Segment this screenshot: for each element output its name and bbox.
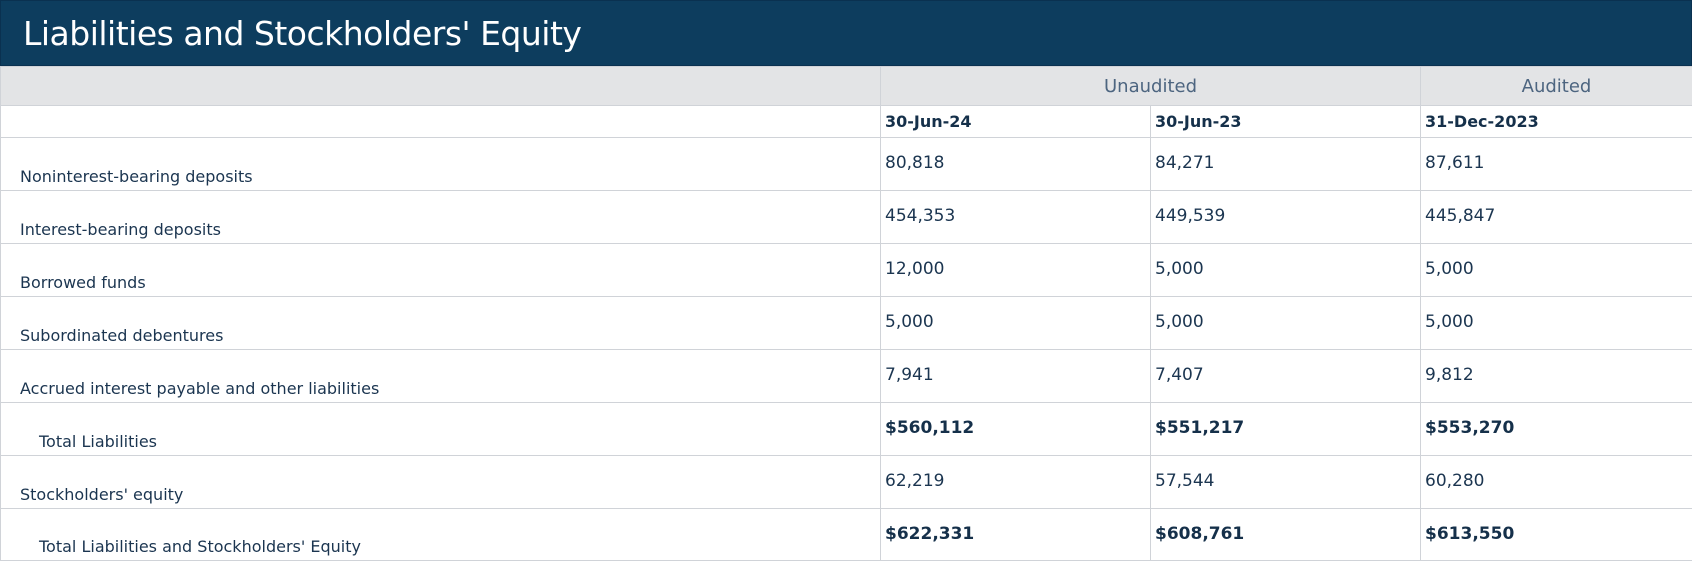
row-label: Total Liabilities — [0, 402, 881, 456]
cell-value: 5,000 — [880, 296, 1151, 350]
total-row: Total Liabilities and Stockholders' Equi… — [0, 508, 1692, 561]
table-row: Noninterest-bearing deposits 80,818 84,2… — [0, 137, 1692, 191]
cell-value: 12,000 — [880, 243, 1151, 297]
date-header-blank — [0, 105, 881, 138]
row-label: Interest-bearing deposits — [0, 190, 881, 244]
row-label: Stockholders' equity — [0, 455, 881, 509]
cell-value: 57,544 — [1149, 455, 1422, 509]
total-row: Total Liabilities $560,112 $551,217 $553… — [0, 402, 1692, 456]
cell-value: 7,941 — [880, 349, 1151, 403]
column-group-header: Unaudited Audited — [0, 66, 1692, 106]
liabilities-table: Unaudited Audited 30-Jun-24 30-Jun-23 31… — [0, 66, 1692, 561]
cell-value: $560,112 — [880, 402, 1151, 456]
cell-value: 449,539 — [1149, 190, 1422, 244]
cell-value: 445,847 — [1420, 190, 1692, 244]
row-label: Accrued interest payable and other liabi… — [0, 349, 881, 403]
cell-value: $553,270 — [1420, 402, 1692, 456]
cell-value: 84,271 — [1149, 137, 1422, 191]
title-bar: Liabilities and Stockholders' Equity — [0, 0, 1692, 66]
date-header-row: 30-Jun-24 30-Jun-23 31-Dec-2023 — [0, 105, 1692, 138]
cell-value: 62,219 — [880, 455, 1151, 509]
table-row: Subordinated debentures 5,000 5,000 5,00… — [0, 296, 1692, 350]
cell-value: 454,353 — [880, 190, 1151, 244]
cell-value: 5,000 — [1420, 243, 1692, 297]
row-label: Total Liabilities and Stockholders' Equi… — [0, 508, 881, 561]
cell-value: 5,000 — [1149, 296, 1422, 350]
audited-header: Audited — [1420, 66, 1692, 106]
date-header: 30-Jun-23 — [1149, 105, 1422, 138]
cell-value: 5,000 — [1420, 296, 1692, 350]
table-row: Borrowed funds 12,000 5,000 5,000 — [0, 243, 1692, 297]
cell-value: 80,818 — [880, 137, 1151, 191]
cell-value: $613,550 — [1420, 508, 1692, 561]
unaudited-header: Unaudited — [879, 66, 1422, 106]
cell-value: $622,331 — [880, 508, 1151, 561]
header-blank-cell — [0, 66, 881, 106]
table-row: Interest-bearing deposits 454,353 449,53… — [0, 190, 1692, 244]
row-label: Subordinated debentures — [0, 296, 881, 350]
cell-value: 5,000 — [1149, 243, 1422, 297]
row-label: Borrowed funds — [0, 243, 881, 297]
table-row: Stockholders' equity 62,219 57,544 60,28… — [0, 455, 1692, 509]
cell-value: 87,611 — [1420, 137, 1692, 191]
cell-value: $608,761 — [1149, 508, 1422, 561]
table-row: Accrued interest payable and other liabi… — [0, 349, 1692, 403]
cell-value: 60,280 — [1420, 455, 1692, 509]
page-title: Liabilities and Stockholders' Equity — [23, 13, 582, 53]
date-header: 31-Dec-2023 — [1420, 105, 1692, 138]
cell-value: 7,407 — [1149, 349, 1422, 403]
row-label: Noninterest-bearing deposits — [0, 137, 881, 191]
cell-value: $551,217 — [1149, 402, 1422, 456]
cell-value: 9,812 — [1420, 349, 1692, 403]
date-header: 30-Jun-24 — [880, 105, 1151, 138]
